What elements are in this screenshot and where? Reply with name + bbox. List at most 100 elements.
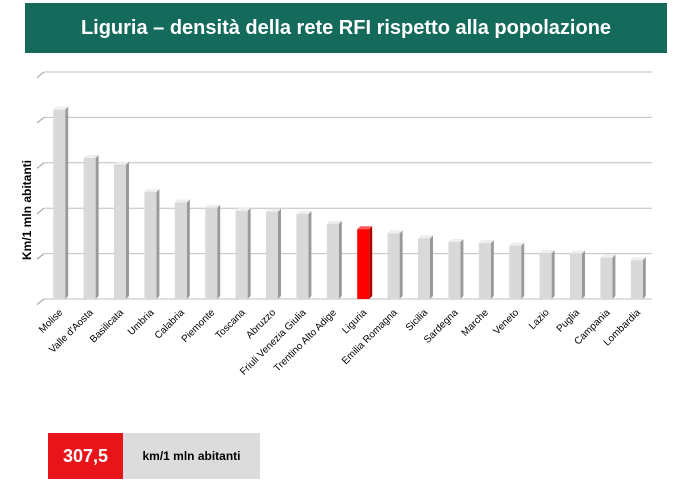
gridline-depth <box>36 162 45 169</box>
category-label: Basilicata <box>88 307 126 345</box>
bar-face <box>326 223 339 299</box>
bar-top <box>326 220 342 224</box>
category-label: Emilia Romagna <box>340 307 400 367</box>
bar-side <box>399 230 403 299</box>
bar-friuli-venezia-giulia <box>296 211 312 299</box>
bar-calabria <box>174 199 190 299</box>
bars <box>53 106 646 299</box>
bar-emilia-romagna <box>387 230 403 299</box>
category-label: Sicilia <box>404 307 431 334</box>
bar-toscana <box>235 207 251 299</box>
bar-side <box>156 189 160 299</box>
bar-top <box>205 204 221 208</box>
gridline-depth <box>36 207 45 215</box>
gridline-depth <box>36 253 45 260</box>
bar-face <box>296 214 309 299</box>
bar-face <box>539 253 552 299</box>
bar-face <box>83 158 96 299</box>
grid <box>36 71 652 305</box>
bar-face <box>357 229 370 299</box>
bar-veneto <box>509 242 525 299</box>
bar-top <box>144 189 160 193</box>
bar-face <box>630 260 643 299</box>
bar-top <box>570 250 585 254</box>
bar-top <box>448 239 464 243</box>
bar-face <box>53 109 66 299</box>
bar-top <box>509 242 525 246</box>
bar-face <box>509 245 522 299</box>
category-label: Puglia <box>555 307 583 335</box>
bar-side <box>186 199 190 299</box>
bar-lazio <box>539 250 555 299</box>
bar-side <box>430 235 433 299</box>
bar-marche <box>478 240 494 299</box>
gridline-depth <box>36 117 45 124</box>
bar-umbria <box>144 189 160 299</box>
bar-side <box>65 106 69 299</box>
value-callout: 307,5 km/1 mln abitanti <box>48 433 260 479</box>
bar-side <box>582 250 585 299</box>
title-bar: Liguria – densità della rete RFI rispett… <box>25 3 667 53</box>
bar-top <box>357 226 373 230</box>
bar-top <box>600 254 616 258</box>
bar-face <box>600 257 613 299</box>
bar-side <box>338 220 342 299</box>
page-title: Liguria – densità della rete RFI rispett… <box>80 16 612 39</box>
category-label: Sardegna <box>422 307 461 346</box>
bar-side <box>247 207 251 299</box>
bar-top <box>174 199 190 203</box>
bar-piemonte <box>205 204 221 299</box>
category-label: Piemonte <box>180 307 218 345</box>
bar-side <box>95 155 99 299</box>
bar-abruzzo <box>266 208 281 299</box>
bar-side <box>460 239 464 299</box>
bar-top <box>235 207 251 211</box>
bar-top <box>53 106 69 110</box>
bar-side <box>612 254 616 299</box>
bar-face <box>448 242 461 299</box>
bar-face <box>266 211 278 299</box>
bar-molise <box>53 106 69 299</box>
bar-side <box>521 242 525 299</box>
category-label: Molise <box>37 307 66 336</box>
bar-campania <box>600 254 616 299</box>
bar-side <box>551 250 555 299</box>
bar-face <box>387 233 400 299</box>
bar-side <box>126 161 129 299</box>
bar-face <box>418 238 430 299</box>
bar-face <box>174 202 187 299</box>
bar-face <box>478 243 491 299</box>
bar-top <box>539 250 555 254</box>
callout-value: 307,5 <box>48 433 123 479</box>
bar-top <box>83 155 99 159</box>
bar-top <box>296 211 312 215</box>
callout-unit: km/1 mln abitanti <box>123 433 260 479</box>
bar-sicilia <box>418 235 433 299</box>
bar-top <box>630 257 646 261</box>
bar-sardegna <box>448 239 464 299</box>
bar-top <box>387 230 403 234</box>
bar-side <box>308 211 312 299</box>
bar-liguria <box>357 226 373 299</box>
bar-face <box>570 253 582 299</box>
category-label: Veneto <box>492 307 522 337</box>
bar-valle-d-aosta <box>83 155 99 299</box>
bar-trentino-alto-adige <box>326 220 342 299</box>
bar-side <box>217 204 221 299</box>
category-label: Liguria <box>340 307 369 336</box>
bar-face <box>144 192 157 299</box>
category-label: Toscana <box>214 307 248 341</box>
bar-side <box>369 226 373 299</box>
bar-top <box>114 161 129 165</box>
bar-top <box>478 240 494 244</box>
bar-side <box>642 257 646 299</box>
category-label: Lazio <box>527 307 552 332</box>
bar-side <box>278 208 281 299</box>
bar-face <box>114 164 126 299</box>
gridline-depth <box>36 71 45 78</box>
bar-face <box>235 210 248 299</box>
y-axis-label: Km/1 mln abitanti <box>20 160 34 260</box>
category-label: Marche <box>460 307 492 339</box>
bar-top <box>266 208 281 212</box>
